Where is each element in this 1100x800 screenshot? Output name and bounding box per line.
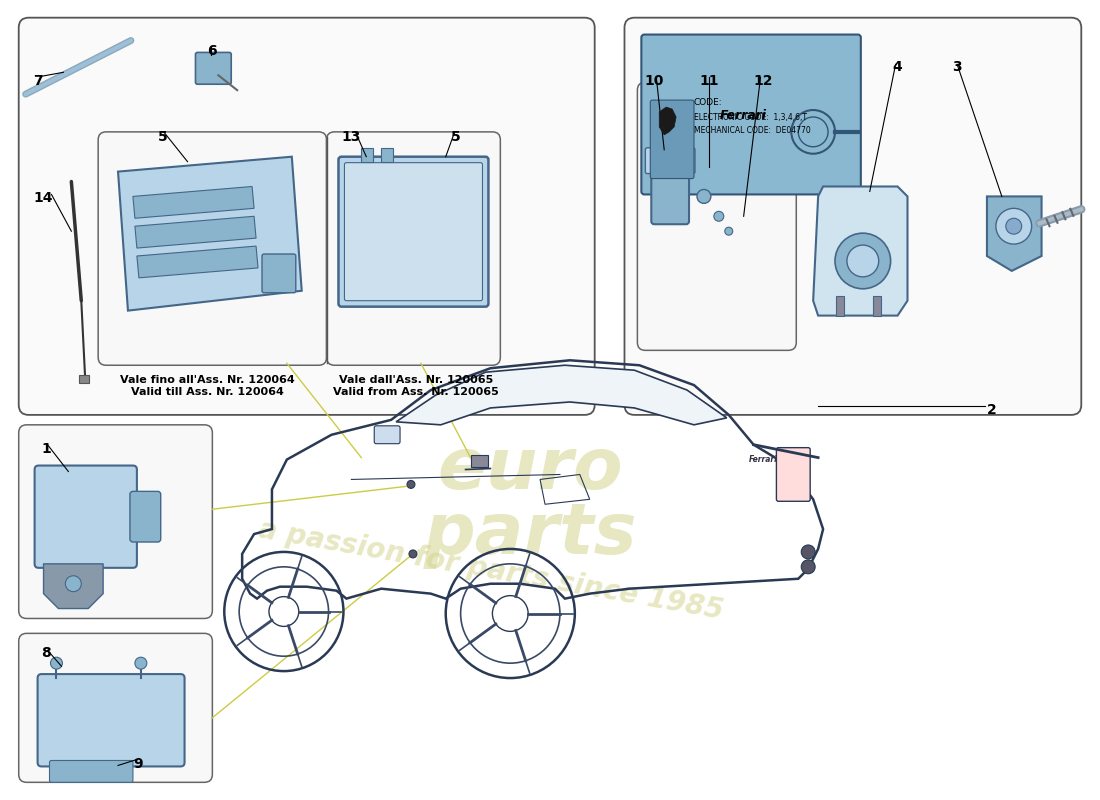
FancyBboxPatch shape (650, 100, 694, 178)
Circle shape (714, 211, 724, 222)
Text: 2: 2 (987, 403, 997, 417)
FancyBboxPatch shape (339, 157, 488, 306)
Bar (836, 296, 844, 315)
Text: 5: 5 (157, 130, 167, 144)
Bar (79, 375, 89, 383)
Text: 13: 13 (341, 130, 361, 144)
Bar (471, 454, 488, 466)
Circle shape (51, 658, 63, 669)
Text: Ferrari: Ferrari (720, 109, 767, 122)
FancyBboxPatch shape (777, 448, 811, 502)
FancyBboxPatch shape (646, 148, 695, 174)
FancyBboxPatch shape (641, 34, 861, 194)
Text: euro: euro (438, 435, 623, 504)
Text: Ferrari: Ferrari (749, 454, 778, 463)
Circle shape (409, 550, 417, 558)
Text: 4: 4 (892, 60, 902, 74)
Polygon shape (813, 186, 908, 315)
FancyBboxPatch shape (344, 162, 483, 301)
Text: 10: 10 (645, 74, 663, 88)
Polygon shape (659, 107, 676, 135)
Polygon shape (136, 246, 258, 278)
Bar (382, 148, 393, 162)
Text: Vale dall'Ass. Nr. 120065
Valid from Ass. Nr. 120065: Vale dall'Ass. Nr. 120065 Valid from Ass… (333, 375, 498, 397)
Circle shape (135, 658, 146, 669)
Polygon shape (396, 366, 727, 425)
FancyBboxPatch shape (130, 491, 161, 542)
Text: 5: 5 (451, 130, 461, 144)
Text: 8: 8 (42, 646, 52, 660)
Polygon shape (987, 197, 1042, 271)
Polygon shape (133, 186, 254, 218)
Circle shape (725, 227, 733, 235)
Text: 6: 6 (208, 45, 217, 58)
FancyBboxPatch shape (262, 254, 296, 293)
Text: 3: 3 (953, 60, 961, 74)
Text: 9: 9 (133, 758, 143, 771)
Circle shape (835, 233, 891, 289)
FancyBboxPatch shape (637, 82, 796, 350)
Text: 11: 11 (698, 74, 718, 88)
Bar (361, 148, 373, 162)
Bar (872, 296, 881, 315)
Circle shape (407, 481, 415, 488)
Text: 7: 7 (34, 74, 43, 88)
Text: MECHANICAL CODE:  DE04770: MECHANICAL CODE: DE04770 (694, 126, 811, 135)
Circle shape (801, 545, 815, 559)
FancyBboxPatch shape (34, 466, 136, 568)
FancyBboxPatch shape (196, 53, 231, 84)
FancyBboxPatch shape (374, 426, 400, 444)
FancyBboxPatch shape (19, 634, 212, 782)
Text: 1: 1 (42, 442, 52, 456)
FancyBboxPatch shape (651, 164, 689, 224)
FancyBboxPatch shape (98, 132, 327, 366)
Polygon shape (118, 157, 301, 310)
Text: ELECTRONIC CODE:  1,3,4,6,T: ELECTRONIC CODE: 1,3,4,6,T (694, 113, 807, 122)
FancyBboxPatch shape (327, 132, 500, 366)
FancyBboxPatch shape (625, 18, 1081, 415)
Circle shape (697, 190, 711, 203)
Text: 14: 14 (34, 191, 53, 206)
Text: 12: 12 (754, 74, 773, 88)
Text: a passion for parts since 1985: a passion for parts since 1985 (255, 515, 725, 625)
Circle shape (847, 245, 879, 277)
FancyBboxPatch shape (19, 425, 212, 618)
FancyBboxPatch shape (19, 18, 595, 415)
Polygon shape (135, 216, 256, 248)
FancyBboxPatch shape (50, 761, 133, 782)
Text: Vale fino all'Ass. Nr. 120064
Valid till Ass. Nr. 120064: Vale fino all'Ass. Nr. 120064 Valid till… (120, 375, 295, 397)
Circle shape (801, 560, 815, 574)
Circle shape (1005, 218, 1022, 234)
Circle shape (65, 576, 81, 592)
Polygon shape (44, 564, 103, 609)
FancyBboxPatch shape (37, 674, 185, 766)
Circle shape (996, 208, 1032, 244)
Text: CODE:: CODE: (694, 98, 723, 107)
Text: parts: parts (424, 500, 637, 569)
